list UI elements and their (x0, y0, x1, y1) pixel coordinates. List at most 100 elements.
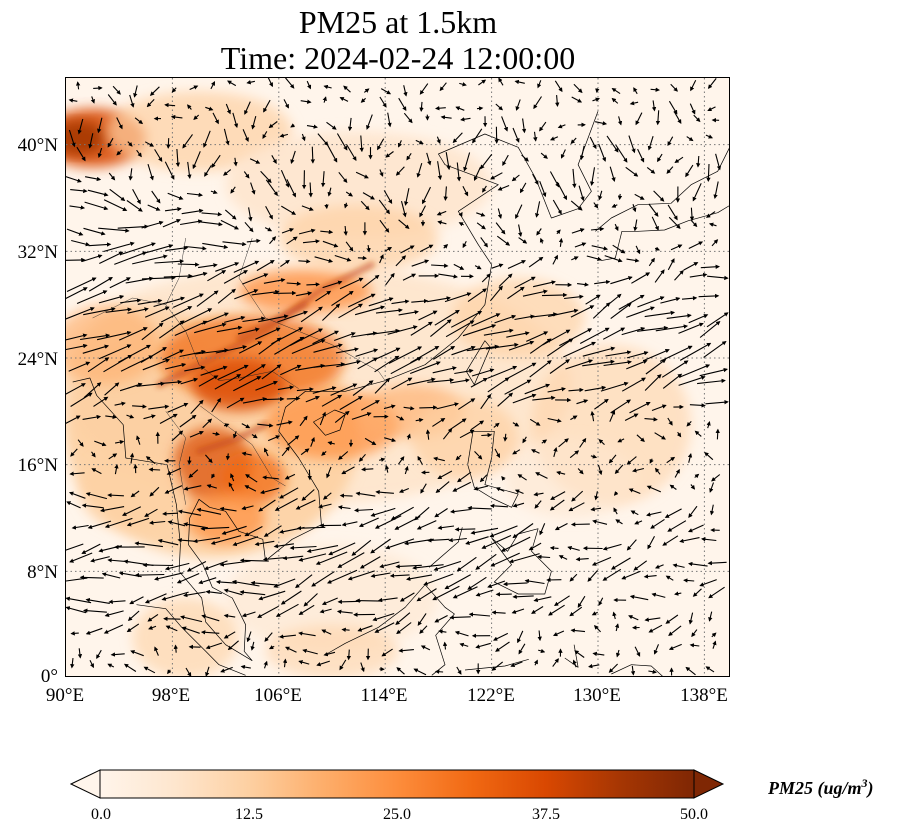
wind-arrow (557, 124, 566, 129)
lon-tick-106e: 106°E (254, 685, 302, 706)
wind-arrow (260, 487, 279, 495)
wind-arrow (437, 161, 443, 181)
wind-arrow (319, 608, 332, 614)
wind-arrow (531, 449, 540, 454)
wind-arrow (322, 240, 339, 248)
wind-arrow (672, 563, 685, 568)
wind-arrow (643, 574, 657, 579)
wind-arrow (614, 623, 620, 632)
wind-arrow (300, 306, 323, 323)
wind-arrow (366, 245, 371, 253)
wind-arrow (668, 625, 682, 636)
wind-arrow (434, 508, 448, 518)
wind-arrow (612, 244, 626, 254)
wind-arrow (76, 290, 108, 305)
colorbar-label-exponent: 3 (861, 776, 868, 790)
wind-arrow (539, 181, 547, 198)
wind-arrow (425, 429, 431, 440)
wind-arrow (626, 258, 640, 263)
wind-arrow (346, 144, 357, 162)
wind-arrow (621, 326, 646, 336)
wind-arrow (366, 114, 373, 130)
wind-arrow (591, 611, 598, 616)
wind-arrow (435, 481, 450, 494)
wind-arrow (549, 499, 565, 511)
wind-arrow (343, 225, 348, 236)
wind-arrow (462, 240, 467, 249)
wind-arrow (470, 527, 499, 535)
pm25-plume (79, 451, 186, 532)
wind-arrow (621, 377, 646, 392)
wind-arrow (519, 182, 527, 194)
wind-arrow (296, 387, 314, 392)
wind-arrow (482, 185, 487, 193)
wind-arrow (370, 572, 391, 578)
wind-arrow (241, 611, 256, 618)
pm25-plume (66, 120, 106, 156)
wind-arrow (201, 614, 220, 622)
wind-arrow (336, 133, 348, 151)
wind-arrow (242, 273, 269, 285)
wind-arrow (617, 193, 623, 201)
wind-arrow (494, 448, 501, 459)
wind-arrow (452, 586, 478, 599)
wind-arrow (289, 545, 317, 551)
wind-arrow (177, 262, 200, 267)
wind-arrow (181, 626, 200, 634)
wind-arrow (403, 406, 415, 411)
wind-arrow (105, 307, 132, 313)
wind-arrow (564, 294, 584, 300)
wind-arrow (552, 199, 562, 215)
wind-arrow (400, 245, 415, 254)
wind-arrow (586, 255, 602, 261)
wind-arrow (285, 78, 295, 89)
wind-arrow (298, 631, 316, 637)
wind-arrow (662, 535, 679, 546)
wind-arrow (141, 275, 176, 281)
wind-arrow (316, 660, 330, 667)
wind-arrow (646, 485, 662, 493)
wind-arrow (379, 96, 387, 108)
wind-arrow (185, 667, 192, 676)
wind-arrow (244, 221, 254, 233)
wind-arrow (650, 518, 665, 529)
wind-arrow (374, 355, 400, 373)
wind-arrow (108, 172, 116, 181)
wind-arrow (518, 643, 526, 655)
wind-arrow (91, 468, 102, 475)
wind-arrow (614, 223, 619, 232)
wind-arrow (666, 456, 676, 464)
wind-arrow (651, 100, 657, 112)
wind-arrow (215, 262, 240, 272)
wind-arrow (204, 165, 212, 177)
wind-arrow (242, 397, 268, 404)
wind-arrow (128, 168, 133, 181)
wind-arrow (590, 226, 605, 232)
wind-arrow (701, 537, 717, 542)
wind-arrow (541, 439, 548, 444)
wind-arrow (443, 186, 448, 201)
wind-arrow (512, 127, 520, 143)
wind-arrow (295, 499, 316, 510)
wind-arrow (126, 517, 150, 527)
wind-arrow (479, 474, 488, 483)
wind-arrow (624, 413, 639, 421)
wind-arrow (210, 535, 242, 545)
wind-arrow (467, 288, 488, 303)
wind-arrow (636, 434, 645, 443)
wind-arrow (114, 464, 119, 475)
pm25-plume (451, 278, 585, 358)
wind-arrow (621, 570, 641, 580)
wind-arrow (689, 103, 696, 115)
wind-arrow (263, 278, 286, 284)
wind-arrow (225, 103, 231, 115)
wind-arrow (666, 166, 674, 174)
wind-arrow (542, 329, 571, 346)
wind-arrow (533, 659, 538, 666)
wind-arrow (475, 642, 491, 649)
wind-arrow (574, 650, 585, 658)
wind-arrow (339, 493, 353, 498)
wind-arrow (610, 399, 632, 414)
wind-arrow (569, 606, 583, 617)
wind-arrow (372, 612, 395, 622)
